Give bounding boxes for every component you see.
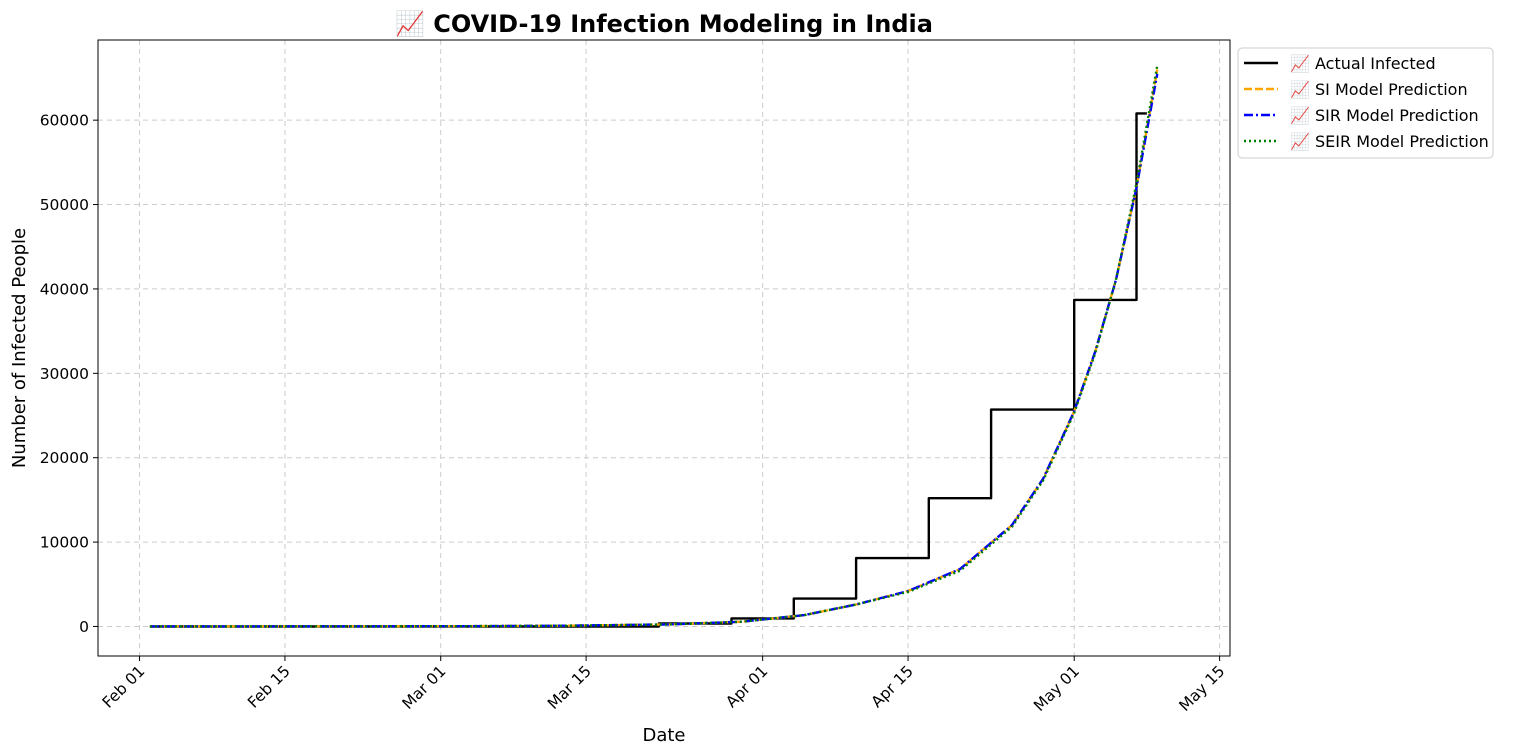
plot-frame: [97, 39, 1231, 657]
y-tick-label: 10000: [40, 534, 89, 552]
y-tick-label: 20000: [40, 449, 89, 467]
legend-entry: 📈 Actual Infected: [1290, 54, 1436, 73]
y-tick-label: 60000: [40, 112, 89, 130]
x-tick-label: Mar 15: [544, 662, 595, 713]
y-tick-label: 0: [79, 618, 89, 636]
legend-entry: 📈 SIR Model Prediction: [1290, 106, 1479, 125]
x-tick-label: Feb 01: [99, 662, 149, 712]
y-tick-label: 50000: [40, 196, 89, 214]
y-axis-label: Number of Infected People: [9, 228, 30, 468]
x-tick-label: Mar 01: [399, 662, 450, 713]
x-tick-label: May 15: [1176, 662, 1229, 715]
chart-title: 📈 COVID-19 Infection Modeling in India: [395, 10, 933, 38]
y-tick-label: 30000: [40, 365, 89, 383]
series-lines: [149, 65, 1159, 628]
y-tick-label: 40000: [40, 280, 89, 298]
legend: 📈 Actual Infected 📈 SI Model Prediction 📈 …: [1237, 47, 1494, 159]
x-tick-label: Apr 15: [868, 662, 917, 711]
legend-entry: 📈 SEIR Model Prediction: [1290, 132, 1489, 151]
series-line-2: [149, 69, 1159, 628]
x-tick-label: Feb 15: [244, 662, 294, 712]
legend-entry: 📈 SI Model Prediction: [1290, 80, 1468, 99]
x-tick-label: Apr 01: [722, 662, 771, 711]
series-line-3: [149, 73, 1159, 628]
series-line-4: [149, 65, 1159, 628]
x-axis-ticks: Feb 01 Feb 15 Mar 01 Mar 15 Apr 01 Apr 15 May …: [99, 656, 1229, 715]
grid: [98, 40, 1230, 656]
series-line-1: [149, 112, 1147, 628]
x-axis-label: Date: [642, 725, 685, 746]
legend-frame: [1237, 47, 1494, 159]
x-tick-label: May 01: [1030, 662, 1083, 715]
y-axis-ticks: 0 10000 20000 30000 40000 50000 60000: [40, 112, 98, 636]
